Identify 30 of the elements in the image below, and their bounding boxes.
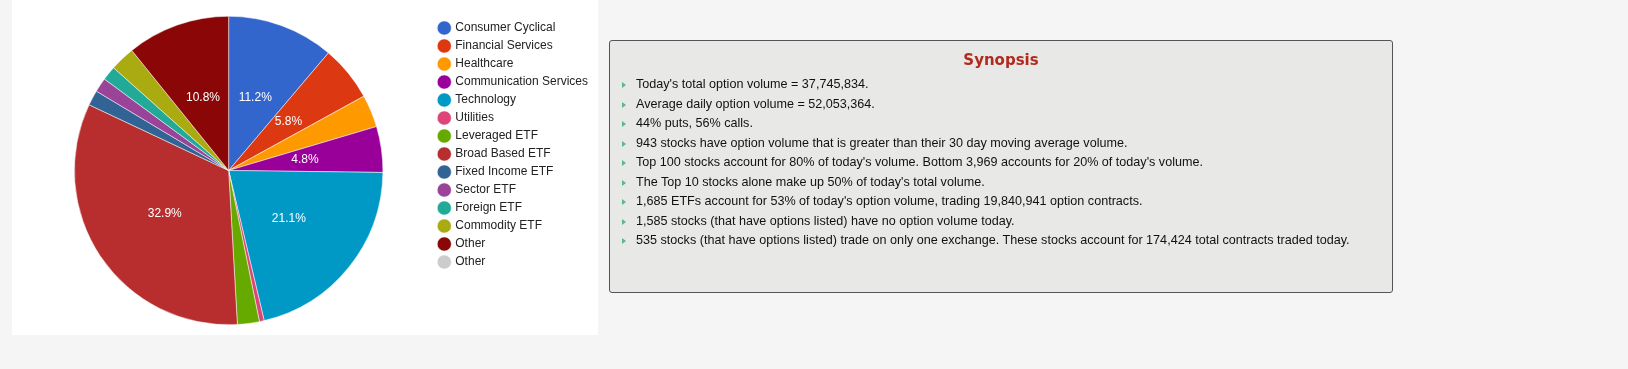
legend-label: Financial Services <box>455 38 553 53</box>
data-label: 5.8% <box>274 114 303 129</box>
legend-label: Other <box>455 254 486 269</box>
data-label: 21.1% <box>271 211 307 226</box>
legend-label: Technology <box>455 92 516 107</box>
legend-label: Utilities <box>455 110 494 125</box>
text: 943 stocks have option volume that is greater than their 30 day moving average volume. <box>636 134 1129 152</box>
data-label: 4.8% <box>291 152 320 167</box>
data-label: 10.8% <box>185 90 221 105</box>
text: Today's total option volume = 37,745,834. <box>636 76 870 93</box>
legend-label: Healthcare <box>455 56 514 71</box>
text: 1,685 ETFs account for 53% of today's option volume, trading 19,840,941 option contracts. <box>636 193 1144 210</box>
legend-label: Commodity ETF <box>455 218 542 233</box>
text: 44% puts, 56% calls. <box>636 115 754 132</box>
legend-label: Fixed Income ETF <box>455 164 554 179</box>
legend-label: Communication Services <box>455 74 588 89</box>
legend-label: Consumer Cyclical <box>455 20 556 35</box>
text: Top 100 stocks account for 80% of today's volume. Bottom 3,969 accounts for 20% of today's volume. <box>636 154 1204 171</box>
legend-label: Sector ETF <box>455 182 516 197</box>
data-label: 32.9% <box>147 205 183 220</box>
legend-label: Broad Based ETF <box>455 146 551 161</box>
text: The Top 10 stocks alone make up 50% of today's total volume. <box>636 173 986 191</box>
text: Average daily option volume = 52,053,364. <box>636 95 876 113</box>
legend-label: Leveraged ETF <box>455 128 538 143</box>
text: 1,585 stocks (that have options listed) have no option volume today. <box>636 212 1016 230</box>
text: 535 stocks (that have options listed) trade on only one exchange. These stocks account for 174,424 total contracts traded today. <box>636 232 1351 249</box>
legend-label: Other <box>455 236 486 251</box>
data-label: 11.2% <box>238 90 273 105</box>
text: Synopsis <box>962 51 1040 69</box>
legend-label: Foreign ETF <box>455 200 522 215</box>
